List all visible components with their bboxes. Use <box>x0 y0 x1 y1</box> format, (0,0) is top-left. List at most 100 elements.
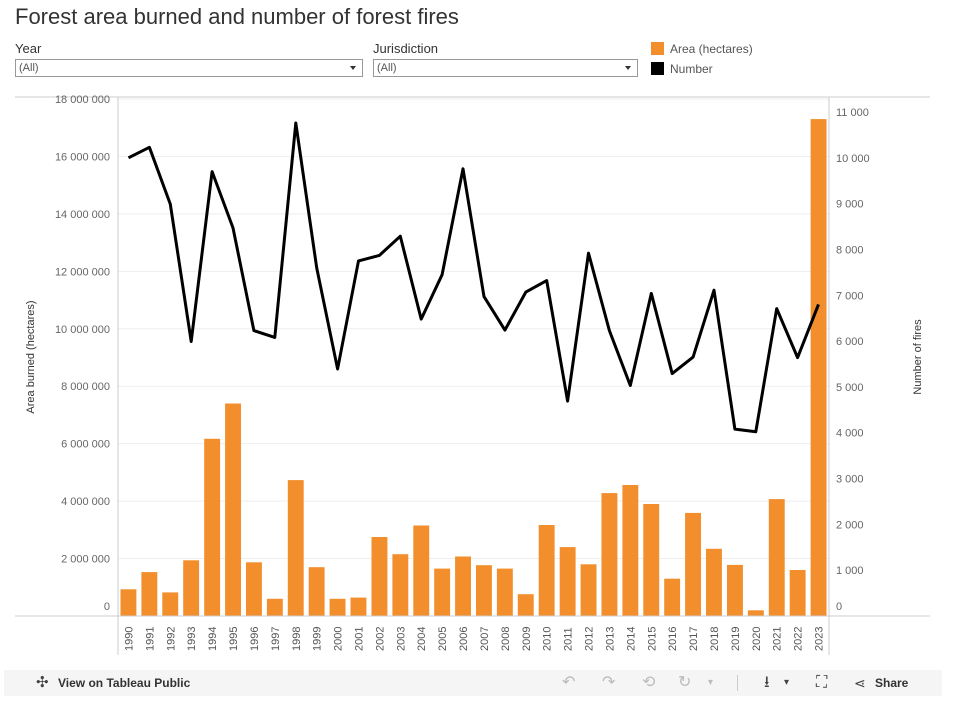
y2-tick-label: 10 000 <box>836 153 870 165</box>
combo-chart[interactable]: 0 2 000 000 4 000 000 6 000 000 8 000 000 10 … <box>0 0 979 668</box>
bar <box>266 598 283 616</box>
x-tick-label: 2005 <box>437 627 449 651</box>
x-tick-label: 2016 <box>667 627 679 651</box>
download-icon[interactable]: ⭳ <box>764 674 770 691</box>
x-tick-label: 1994 <box>207 627 219 651</box>
chevron-down-icon <box>625 66 631 70</box>
chevron-down-icon[interactable]: ▾ <box>708 677 714 688</box>
legend-swatch-number <box>651 62 664 75</box>
view-on-tableau-link[interactable]: View on Tableau Public <box>58 676 191 690</box>
bar <box>392 554 409 616</box>
bar <box>685 512 701 616</box>
y2-tick-label: 3 000 <box>836 474 864 486</box>
chevron-down-icon[interactable]: ▾ <box>784 677 790 688</box>
year-dropdown[interactable]: (All) <box>15 59 363 77</box>
bar <box>287 480 304 616</box>
bar <box>204 438 221 616</box>
x-tick-label: 2000 <box>333 627 345 651</box>
y-tick-label: 12 000 000 <box>55 266 110 278</box>
toolbar-divider <box>737 675 738 691</box>
bar <box>517 594 534 616</box>
bar <box>162 592 179 616</box>
x-tick-label: 2019 <box>730 627 742 651</box>
y-axis-title: Area burned (hectares) <box>25 300 37 413</box>
x-tick-label: 2021 <box>772 627 784 651</box>
x-tick-label: 1991 <box>144 627 156 651</box>
refresh-icon[interactable]: ↻ <box>678 674 692 691</box>
bar <box>706 548 722 616</box>
legend-swatch-area <box>651 42 664 55</box>
x-tick-label: 2006 <box>458 627 470 651</box>
x-tick-label: 2001 <box>354 627 366 651</box>
legend-item-area[interactable]: Area (hectares) <box>651 42 753 56</box>
redo-icon[interactable]: ↷ <box>602 674 616 691</box>
y-tick-label: 6 000 000 <box>61 439 110 451</box>
y-tick-label: 10 000 000 <box>55 324 110 336</box>
bar <box>727 564 743 616</box>
x-tick-label: 2004 <box>416 627 428 651</box>
bar <box>329 598 346 616</box>
y-tick-label: 4 000 000 <box>61 496 110 508</box>
bar <box>455 556 471 616</box>
bar <box>308 567 325 616</box>
bar <box>183 560 200 616</box>
y2-tick-label: 6 000 <box>836 336 864 348</box>
year-dropdown-value: (All) <box>19 62 39 74</box>
jurisdiction-dropdown[interactable]: (All) <box>373 59 638 77</box>
x-tick-label: 2007 <box>479 627 491 651</box>
x-tick-label: 1998 <box>291 627 303 651</box>
bar <box>434 568 451 616</box>
bar <box>643 504 660 616</box>
x-tick-label: 2003 <box>395 627 407 651</box>
x-tick-label: 1993 <box>186 627 198 651</box>
x-tick-label: 1990 <box>124 627 136 651</box>
bar-series <box>120 119 827 616</box>
x-tick-label: 2010 <box>542 627 554 651</box>
line-series <box>127 121 820 434</box>
y2-axis-title: Number of fires <box>912 319 924 395</box>
y-tick-label: 2 000 000 <box>61 554 110 566</box>
x-tick-label: 2012 <box>584 627 596 651</box>
bar <box>622 485 639 616</box>
legend-item-number[interactable]: Number <box>651 62 713 76</box>
x-tick-label: 1997 <box>270 627 282 651</box>
y-tick-label: 14 000 000 <box>55 209 110 221</box>
bar <box>747 610 764 616</box>
y2-tick-label: 2 000 <box>836 519 864 531</box>
y-tick-label: 0 <box>104 601 110 613</box>
share-icon[interactable]: ⋖ <box>854 675 866 691</box>
axes: 0 2 000 000 4 000 000 6 000 000 8 000 000 10 … <box>15 94 930 655</box>
x-tick-label: 2022 <box>793 627 805 651</box>
x-tick-label: 2018 <box>709 627 721 651</box>
gridlines <box>118 98 829 560</box>
y2-tick-label: 4 000 <box>836 428 864 440</box>
legend-label-number: Number <box>670 62 713 76</box>
share-button[interactable]: Share <box>875 676 909 690</box>
x-tick-label: 2008 <box>500 627 512 651</box>
bar <box>601 493 618 616</box>
x-tick-label: 2015 <box>646 627 658 651</box>
jurisdiction-dropdown-value: (All) <box>377 62 397 74</box>
fullscreen-icon[interactable]: ⛶ <box>816 674 828 691</box>
chevron-down-icon <box>350 66 356 70</box>
x-tick-label: 2014 <box>625 627 637 651</box>
revert-icon[interactable]: ⟲ <box>642 674 656 691</box>
bar <box>371 537 388 616</box>
bar <box>476 565 492 616</box>
bar <box>664 578 681 616</box>
legend-label-area: Area (hectares) <box>670 42 753 56</box>
bar <box>496 568 513 616</box>
bar <box>120 589 137 616</box>
bar <box>413 525 430 616</box>
y-tick-label: 16 000 000 <box>55 151 110 163</box>
x-tick-label: 2009 <box>521 627 533 651</box>
y2-tick-label: 0 <box>836 601 842 613</box>
bar <box>538 525 555 616</box>
x-tick-label: 1999 <box>312 627 324 651</box>
undo-icon[interactable]: ↶ <box>562 674 576 691</box>
bar <box>350 597 367 616</box>
toolbar: ✣ View on Tableau Public ↶ ↷ ⟲ ↻ ▾ ⭳ ▾ ⛶… <box>4 670 942 696</box>
y2-tick-label: 5 000 <box>836 382 864 394</box>
bar <box>810 119 827 616</box>
jurisdiction-filter-label: Jurisdiction <box>373 41 439 56</box>
